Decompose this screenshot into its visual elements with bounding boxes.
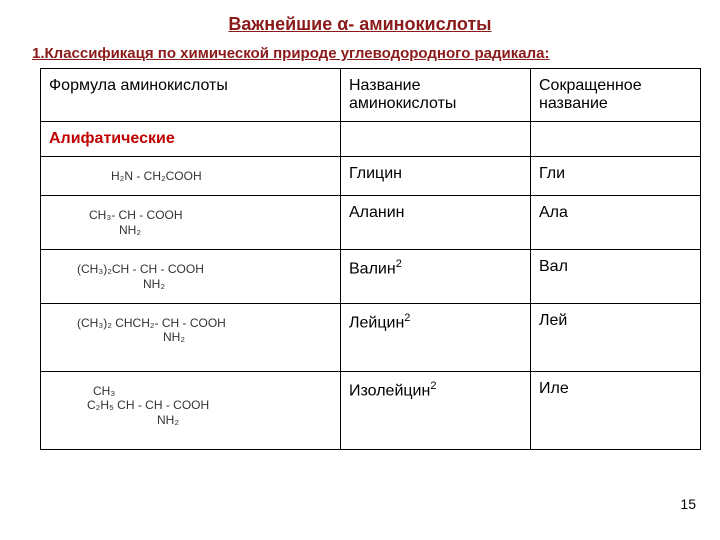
formula-glycine: H₂N - CH₂COOH [41,157,341,196]
abbr-cell: Ала [531,196,701,250]
category-row: Алифатические [41,122,701,157]
empty-cell [341,122,531,157]
footnote-sup: 2 [404,312,410,324]
formula-line: CH₃- CH - COOH [89,208,332,222]
table-header-row: Формула аминокислоты Название аминокисло… [41,69,701,122]
category-label: Алифатические [41,122,341,157]
formula-alanine: CH₃- CH - COOH NH₂ [41,196,341,250]
table-row: (CH₃)₂ CHCH₂- CH - COOH NH₂ Лейцин2 Лей [41,303,701,371]
table-row: CH₃ C₂H₅ CH - CH - COOH NH₂ Изолейцин2 И… [41,371,701,449]
amino-name: Глицин [349,165,402,182]
formula-leucine: (CH₃)₂ CHCH₂- CH - COOH NH₂ [41,303,341,371]
empty-cell [531,122,701,157]
formula-text: H₂N - CH₂COOH [111,169,202,183]
formula-isoleucine: CH₃ C₂H₅ CH - CH - COOH NH₂ [41,371,341,449]
name-cell: Аланин [341,196,531,250]
abbr-cell: Гли [531,157,701,196]
header-name: Название аминокислоты [341,69,531,122]
formula-line: NH₂ [77,277,332,291]
name-cell: Лейцин2 [341,303,531,371]
page-number: 15 [680,496,696,512]
formula-line: NH₂ [89,223,332,237]
amino-name: Изолейцин [349,382,430,399]
formula-line: CH₃ [87,384,332,398]
abbr-cell: Лей [531,303,701,371]
section-subtitle: 1.Классификаця по химической природе угл… [28,45,692,62]
name-cell: Изолейцин2 [341,371,531,449]
table-row: H₂N - CH₂COOH Глицин Гли [41,157,701,196]
abbr-cell: Вал [531,250,701,304]
abbr-cell: Иле [531,371,701,449]
amino-name: Аланин [349,204,405,221]
table-row: (CH₃)₂CH - CH - COOH NH₂ Валин2 Вал [41,250,701,304]
formula-valine: (CH₃)₂CH - CH - COOH NH₂ [41,250,341,304]
footnote-sup: 2 [430,380,436,392]
name-cell: Глицин [341,157,531,196]
formula-line: C₂H₅ CH - CH - COOH [87,398,332,412]
formula-line: (CH₃)₂CH - CH - COOH [77,262,332,276]
footnote-sup: 2 [396,258,402,270]
name-cell: Валин2 [341,250,531,304]
amino-acid-table: Формула аминокислоты Название аминокисло… [40,68,701,450]
amino-name: Лейцин [349,314,404,331]
page-title: Важнейшие α- аминокислоты [28,14,692,35]
formula-line: (CH₃)₂ CHCH₂- CH - COOH [77,316,332,330]
header-formula: Формула аминокислоты [41,69,341,122]
amino-name: Валин [349,261,396,278]
table-row: CH₃- CH - COOH NH₂ Аланин Ала [41,196,701,250]
formula-line: NH₂ [77,330,332,344]
formula-line: NH₂ [87,413,332,427]
header-abbr: Сокращенное название [531,69,701,122]
